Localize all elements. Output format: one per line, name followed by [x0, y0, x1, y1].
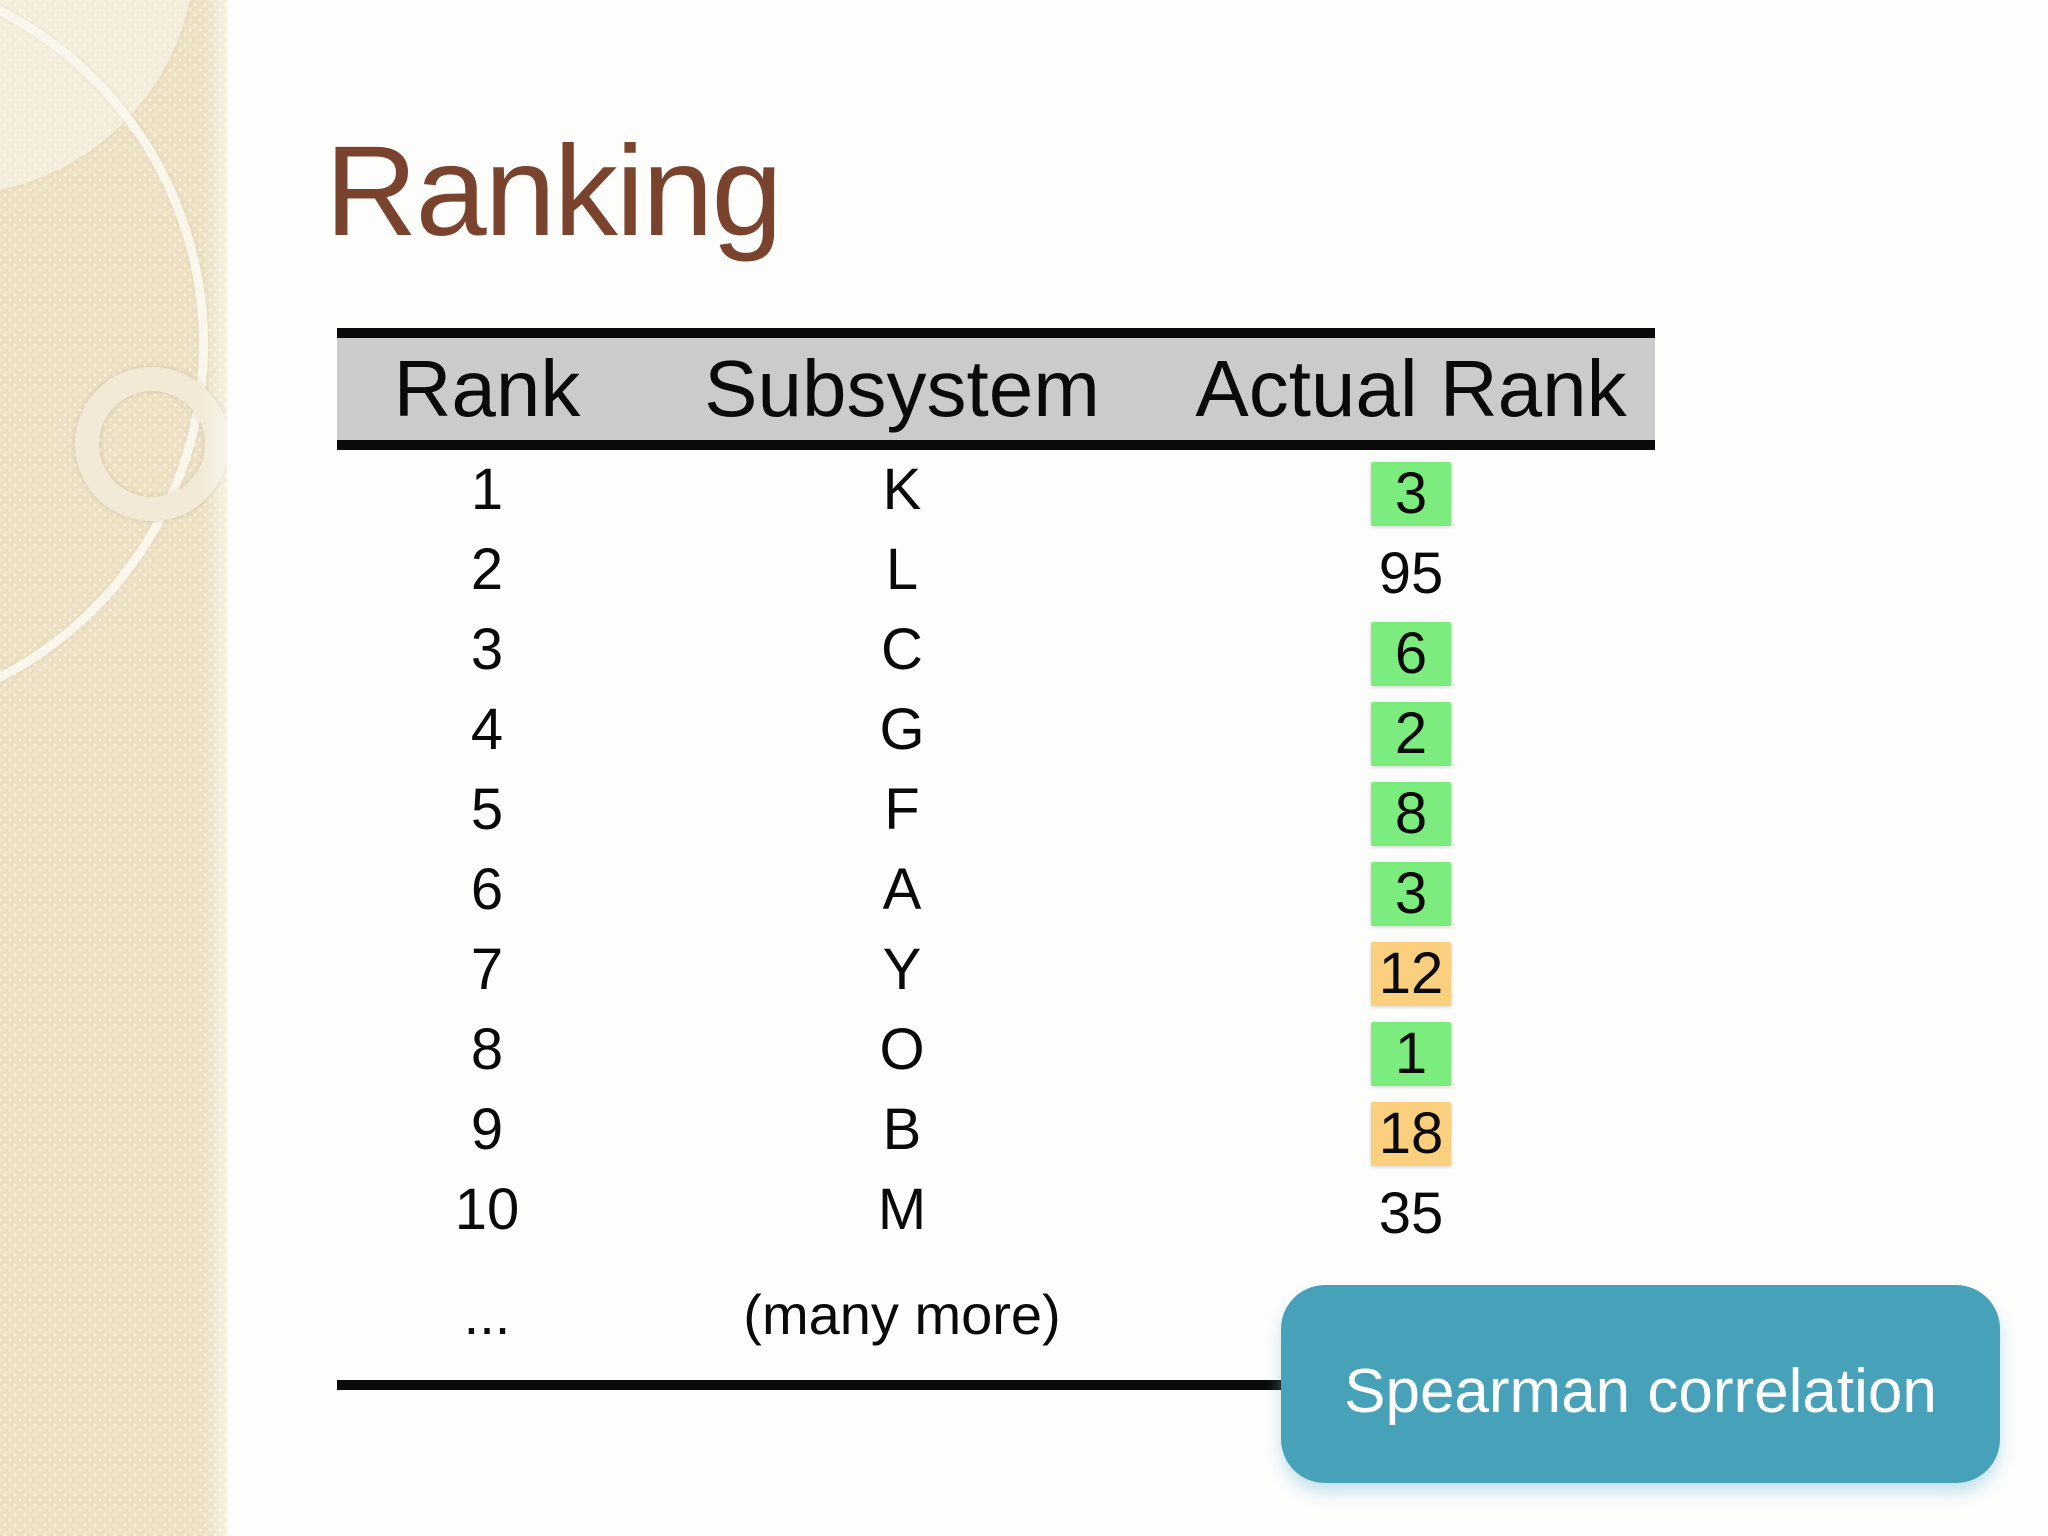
actual-rank-value: 6 [1371, 621, 1451, 686]
table-row: 8 O 1 [337, 1010, 1655, 1090]
subsystem-cell: C [881, 617, 923, 682]
subsystem-cell: B [882, 1097, 922, 1162]
subsystem-cell: F [884, 777, 920, 842]
header-cell-rank: Rank [393, 344, 581, 433]
subsystem-cell: Y [882, 937, 922, 1002]
table-row: 6 A 3 [337, 850, 1655, 930]
actual-rank-value: 3 [1371, 861, 1451, 926]
rank-cell: ... [463, 1283, 511, 1346]
rank-cell: 8 [470, 1017, 504, 1082]
actual-rank-value: 1 [1371, 1021, 1451, 1086]
actual-rank-cell: 8 [1167, 770, 1655, 850]
subsystem-cell: (many more) [743, 1283, 1061, 1346]
actual-rank-cell: 12 [1167, 930, 1655, 1010]
subsystem-cell: O [879, 1017, 925, 1082]
table-body: 1 K 3 2 L 95 3 C 6 4 G 2 5 F 8 6 A [337, 450, 1655, 1380]
rank-cell: 10 [454, 1177, 520, 1242]
ranking-table: Rank Subsystem Actual Rank 1 K 3 2 L 9 5 … [337, 328, 1655, 1390]
rank-cell: 7 [470, 937, 504, 1002]
header-cell-subsystem: Subsystem [704, 344, 1100, 433]
rank-cell: 4 [470, 697, 504, 762]
actual-rank-value: 18 [1371, 1101, 1451, 1166]
rank-cell: 6 [470, 857, 504, 922]
subsystem-cell: M [877, 1177, 927, 1242]
decorative-ring-double-icon [75, 367, 227, 521]
actual-rank-value: 3 [1371, 461, 1451, 526]
header-cell-actual-rank: Actual Rank [1195, 344, 1627, 433]
table-bottom-border [337, 1380, 1281, 1390]
actual-rank-cell: 1 [1167, 1010, 1655, 1090]
table-row: 7 Y 12 [337, 930, 1655, 1010]
actual-rank-cell: 95 [1167, 530, 1655, 610]
rank-cell: 9 [470, 1097, 504, 1162]
rank-cell: 2 [470, 537, 504, 602]
table-row: 10 M 35 [337, 1170, 1655, 1250]
subsystem-cell: A [882, 857, 922, 922]
subsystem-cell: L [885, 537, 919, 602]
table-row: 1 K 3 [337, 450, 1655, 530]
table-row: 2 L 95 [337, 530, 1655, 610]
rank-cell: 1 [470, 457, 504, 522]
table-row: 3 C 6 [337, 610, 1655, 690]
actual-rank-cell: 3 [1167, 450, 1655, 530]
actual-rank-value: 2 [1371, 701, 1451, 766]
rank-cell: 5 [470, 777, 504, 842]
actual-rank-cell: 35 [1167, 1170, 1655, 1250]
table-header-row: Rank Subsystem Actual Rank [337, 328, 1655, 450]
actual-rank-value: 8 [1371, 781, 1451, 846]
actual-rank-value: 95 [1378, 540, 1444, 606]
table-row: 4 G 2 [337, 690, 1655, 770]
table-row: ... (many more) [337, 1250, 1655, 1380]
table-row: 5 F 8 [337, 770, 1655, 850]
actual-rank-cell: 6 [1167, 610, 1655, 690]
page-title: Ranking [325, 120, 783, 263]
actual-rank-cell: 3 [1167, 850, 1655, 930]
actual-rank-value: 35 [1378, 1180, 1444, 1246]
rank-cell: 3 [470, 617, 504, 682]
decorative-ring-large-icon [0, 0, 208, 723]
spearman-callout: Spearman correlation [1281, 1285, 2000, 1483]
actual-rank-cell: 18 [1167, 1090, 1655, 1170]
actual-rank-value: 12 [1371, 941, 1451, 1006]
table-row: 9 B 18 [337, 1090, 1655, 1170]
spearman-callout-label: Spearman correlation [1344, 1356, 1937, 1426]
sidebar [0, 0, 227, 1536]
subsystem-cell: K [882, 457, 922, 522]
subsystem-cell: G [879, 697, 925, 762]
actual-rank-cell: 2 [1167, 690, 1655, 770]
